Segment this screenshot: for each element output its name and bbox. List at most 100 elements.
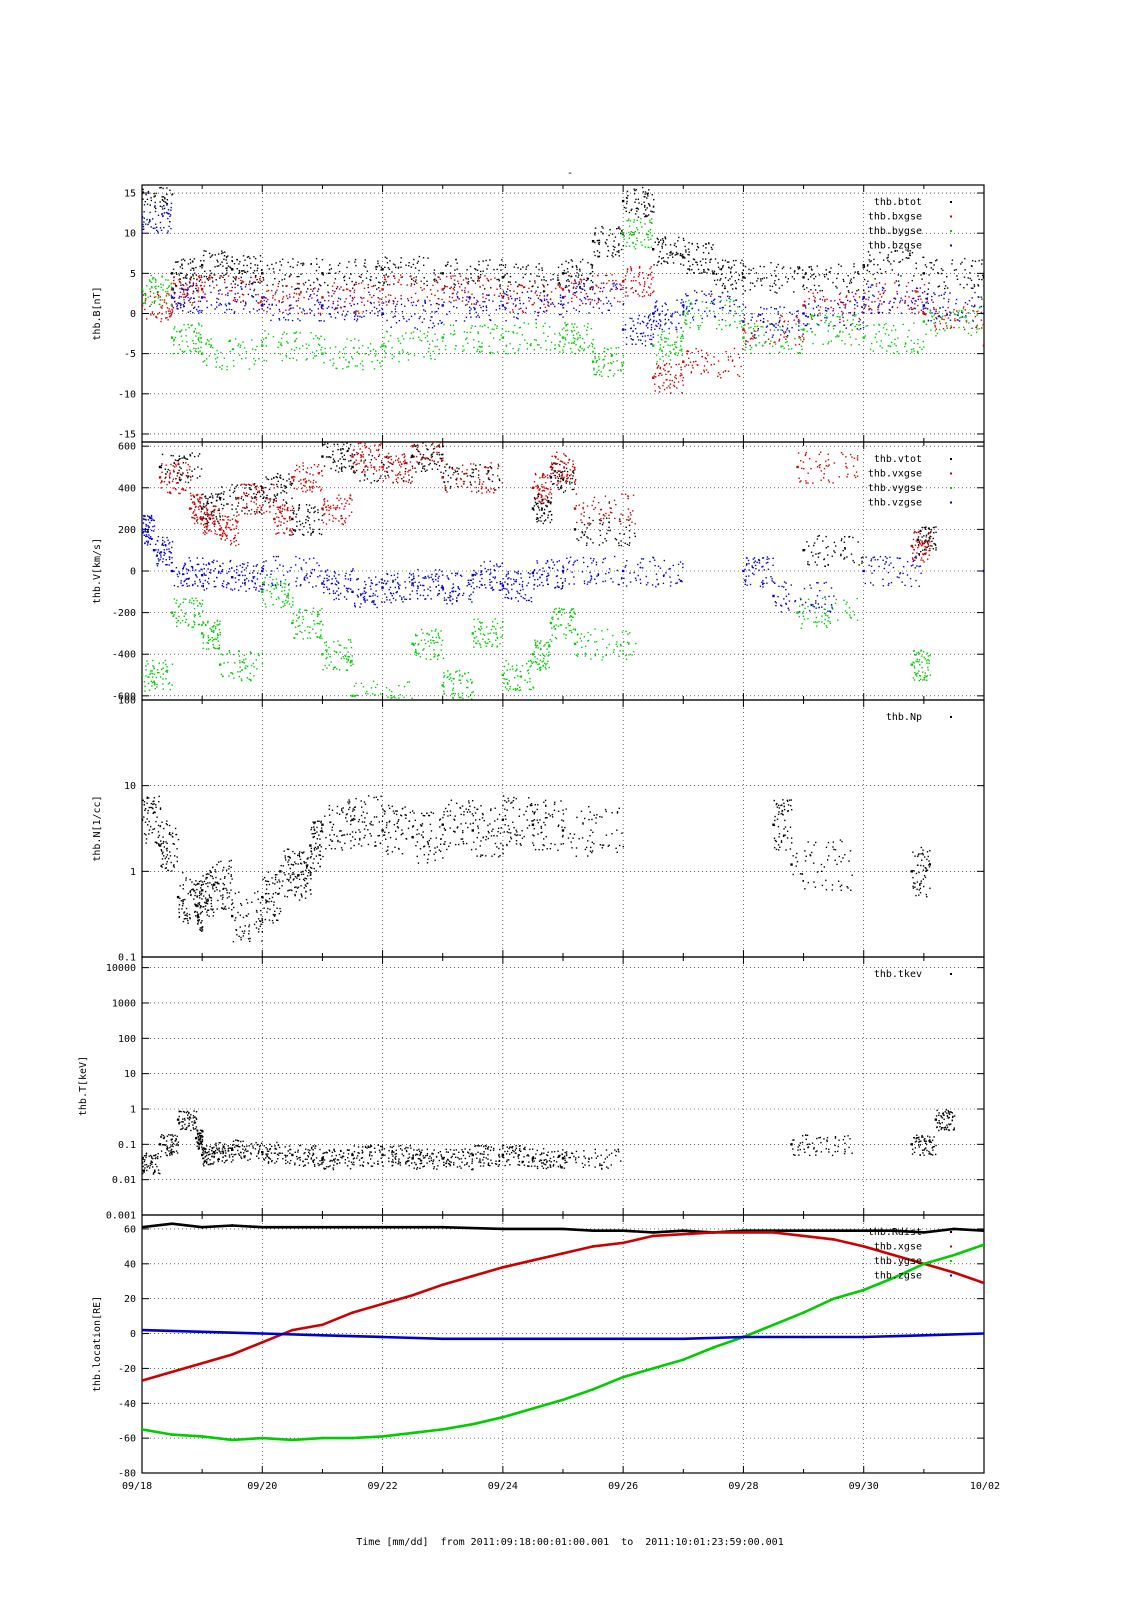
data-point: [927, 319, 930, 322]
data-point: [494, 324, 496, 326]
data-point: [413, 277, 415, 279]
data-point: [170, 315, 172, 317]
data-point: [990, 299, 991, 300]
data-point: [383, 464, 385, 466]
data-point: [210, 344, 213, 347]
data-point: [660, 257, 663, 260]
data-point: [699, 325, 702, 327]
data-point: [647, 327, 649, 329]
data-point: [502, 264, 505, 267]
data-point: [142, 302, 145, 304]
data-point: [992, 320, 993, 321]
data-point: [291, 497, 293, 499]
data-point: [649, 229, 652, 231]
data-point: [232, 348, 235, 350]
data-point: [342, 368, 344, 370]
data-point: [847, 290, 850, 292]
data-point: [157, 291, 160, 293]
data-point: [381, 268, 384, 271]
data-point: [174, 261, 177, 263]
data-point: [434, 311, 436, 313]
data-point: [315, 269, 318, 272]
data-point: [589, 303, 591, 305]
data-point: [728, 266, 730, 269]
data-point: [498, 305, 501, 307]
data-point: [432, 350, 434, 353]
data-point: [942, 306, 944, 308]
data-point: [805, 315, 807, 317]
data-point: [412, 263, 415, 266]
data-point: [567, 323, 569, 326]
data-point: [616, 250, 618, 253]
data-point: [407, 359, 410, 361]
data-point: [254, 281, 256, 284]
data-point: [846, 299, 849, 302]
data-point: [248, 484, 251, 486]
data-point: [427, 340, 429, 343]
data-point: [964, 257, 966, 260]
data-point: [198, 280, 201, 282]
data-point: [529, 280, 531, 282]
data-point: [868, 259, 870, 261]
data-point: [646, 193, 649, 195]
data-point: [535, 339, 537, 341]
data-point: [662, 355, 664, 358]
data-point: [840, 301, 842, 303]
data-point: [171, 194, 173, 196]
data-point: [564, 322, 566, 324]
data-point: [749, 289, 751, 291]
data-point: [420, 280, 422, 282]
data-point: [180, 467, 182, 470]
data-point: [226, 269, 228, 272]
data-point: [638, 282, 641, 284]
data-point: [828, 271, 831, 273]
data-point: [166, 178, 167, 179]
data-point: [974, 315, 977, 318]
data-point: [763, 308, 765, 310]
data-point: [597, 299, 600, 301]
data-point: [292, 533, 294, 536]
data-point: [767, 338, 770, 340]
data-point: [244, 304, 246, 307]
data-point: [220, 351, 222, 354]
data-point: [597, 274, 599, 277]
data-point: [757, 329, 759, 332]
data-point: [355, 469, 358, 472]
data-point: [178, 455, 181, 457]
data-point: [897, 274, 900, 276]
data-point: [540, 299, 543, 302]
data-point: [443, 323, 445, 326]
data-point: [879, 300, 881, 302]
data-point: [647, 233, 649, 236]
data-point: [330, 267, 333, 270]
data-point: [611, 288, 613, 290]
data-point: [485, 306, 488, 309]
data-point: [240, 276, 242, 279]
data-point: [628, 231, 630, 234]
data-point: [336, 286, 339, 288]
data-point: [577, 276, 579, 278]
data-point: [608, 369, 611, 372]
data-point: [971, 260, 974, 262]
data-point: [190, 269, 192, 271]
data-point: [812, 307, 815, 310]
data-point: [364, 459, 367, 461]
data-point: [457, 280, 459, 283]
data-point: [787, 278, 790, 280]
data-point: [990, 285, 991, 286]
data-point: [621, 365, 624, 367]
data-point: [317, 509, 319, 511]
data-point: [752, 328, 755, 330]
data-point: [546, 295, 548, 297]
data-point: [356, 318, 359, 320]
data-point: [961, 316, 964, 318]
data-point: [579, 261, 582, 263]
data-point: [298, 283, 300, 285]
data-point: [301, 264, 304, 266]
data-point: [327, 456, 329, 458]
data-point: [870, 284, 873, 286]
data-point: [561, 336, 565, 339]
data-point: [226, 272, 228, 274]
data-point: [869, 348, 872, 351]
data-point: [922, 304, 926, 307]
